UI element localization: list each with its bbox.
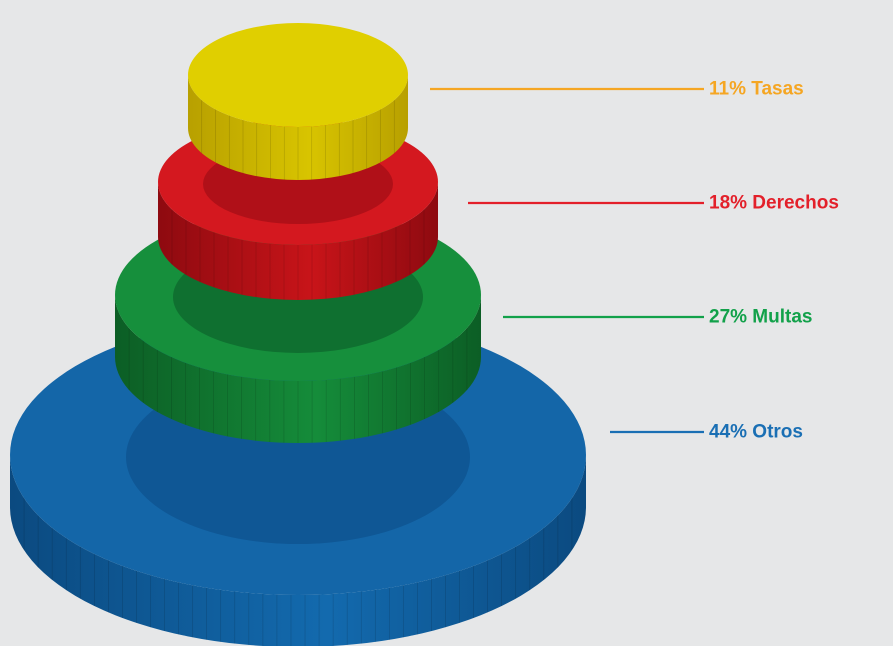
disc-side-multas	[115, 295, 481, 443]
disc-side-tasas	[188, 75, 408, 180]
label-derechos: 18% Derechos	[709, 193, 839, 214]
disc-side-stripes-tasas	[201, 100, 395, 180]
disc-tasas	[188, 23, 408, 180]
disc-side-derechos	[158, 182, 438, 300]
label-tasas: 11% Tasas	[709, 79, 804, 100]
disc-side-otros	[10, 455, 586, 646]
disc-side-stripes-derechos	[171, 209, 425, 300]
disc-side-stripes-multas	[128, 328, 468, 443]
disc-top-tasas	[188, 23, 408, 127]
disc-side-stripes-otros	[23, 498, 573, 646]
label-otros: 44% Otros	[709, 422, 803, 443]
label-multas: 27% Multas	[709, 307, 812, 328]
